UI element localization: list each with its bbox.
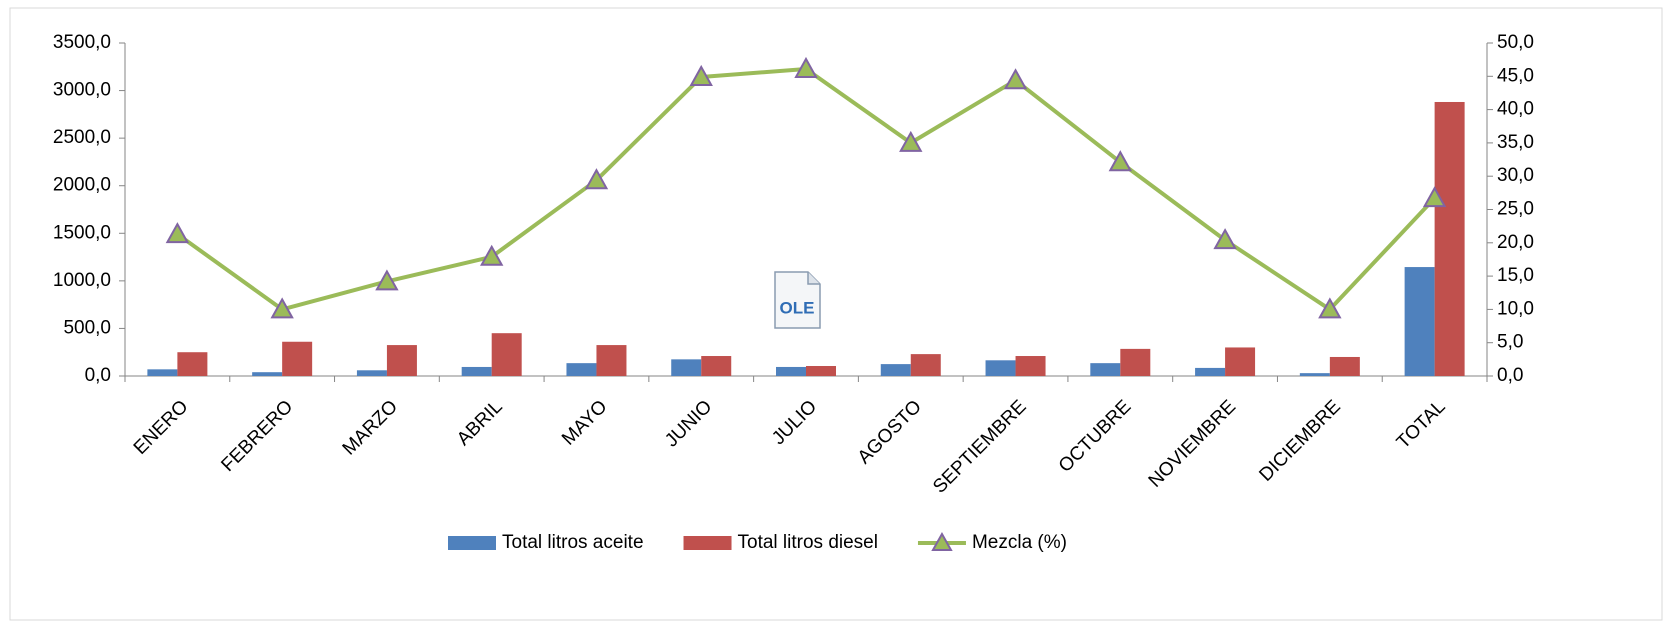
ole-fold bbox=[807, 272, 820, 285]
y-tick-label: 500,0 bbox=[63, 317, 111, 338]
bar bbox=[282, 341, 313, 376]
bar bbox=[356, 370, 387, 376]
y-tick-label: 3000,0 bbox=[53, 80, 111, 101]
bar bbox=[1120, 348, 1151, 376]
ole-label: OLE bbox=[780, 298, 815, 317]
marker bbox=[1318, 297, 1342, 319]
y2-tick-label: 50,0 bbox=[1497, 32, 1534, 53]
bar bbox=[985, 360, 1016, 376]
bar bbox=[1434, 101, 1465, 376]
bar bbox=[461, 366, 492, 376]
bar bbox=[776, 366, 806, 376]
y2-tick-label: 35,0 bbox=[1497, 132, 1534, 153]
y2-tick-label: 10,0 bbox=[1497, 298, 1534, 319]
bar bbox=[806, 366, 836, 376]
marker bbox=[479, 244, 504, 266]
y2-tick-label: 40,0 bbox=[1497, 99, 1534, 120]
marker bbox=[1422, 186, 1447, 208]
bar bbox=[1404, 267, 1435, 376]
legend-marker bbox=[931, 531, 953, 551]
ole-doc bbox=[774, 271, 821, 329]
ole-icon: OLE bbox=[774, 271, 821, 329]
marker bbox=[1003, 68, 1028, 90]
bar bbox=[910, 354, 941, 376]
y-tick-label: 1000,0 bbox=[53, 270, 111, 291]
legend-label: Total litros aceite bbox=[502, 532, 644, 553]
marker bbox=[270, 297, 294, 319]
marker bbox=[584, 168, 609, 190]
y2-tick-label: 25,0 bbox=[1497, 199, 1534, 220]
bar bbox=[147, 369, 178, 376]
bar bbox=[177, 352, 208, 376]
bar bbox=[491, 333, 522, 376]
legend-label: Total litros diesel bbox=[738, 532, 878, 553]
legend-swatch bbox=[448, 536, 496, 550]
bar bbox=[596, 345, 627, 376]
bar bbox=[252, 372, 283, 376]
marker bbox=[375, 269, 399, 291]
y2-tick-label: 15,0 bbox=[1497, 265, 1534, 286]
bar bbox=[1090, 363, 1121, 376]
bar bbox=[1299, 373, 1330, 376]
bar bbox=[880, 364, 911, 376]
y-tick-label: 2000,0 bbox=[53, 175, 111, 196]
y-tick-label: 1500,0 bbox=[53, 222, 111, 243]
marker bbox=[899, 130, 923, 152]
y2-tick-label: 45,0 bbox=[1497, 65, 1534, 86]
y-tick-label: 2500,0 bbox=[53, 127, 111, 148]
bar bbox=[701, 356, 732, 376]
bar bbox=[671, 359, 702, 376]
marker bbox=[1213, 228, 1237, 250]
marker bbox=[165, 222, 190, 244]
bar bbox=[566, 363, 597, 376]
bar bbox=[1225, 347, 1256, 376]
legend-swatch bbox=[683, 536, 732, 550]
y2-tick-label: 0,0 bbox=[1497, 365, 1523, 386]
y-tick-label: 3500,0 bbox=[53, 32, 111, 53]
legend-label: Mezcla (%) bbox=[972, 532, 1067, 553]
marker bbox=[1108, 150, 1133, 172]
bar bbox=[1195, 367, 1226, 376]
y2-tick-label: 20,0 bbox=[1497, 232, 1534, 253]
marker bbox=[794, 56, 818, 78]
bar bbox=[386, 345, 417, 376]
y2-tick-label: 30,0 bbox=[1497, 165, 1534, 186]
y2-tick-label: 5,0 bbox=[1497, 332, 1523, 353]
bar bbox=[1015, 356, 1046, 376]
bar bbox=[1329, 356, 1360, 376]
marker bbox=[689, 64, 713, 86]
y-tick-label: 0,0 bbox=[85, 365, 111, 386]
